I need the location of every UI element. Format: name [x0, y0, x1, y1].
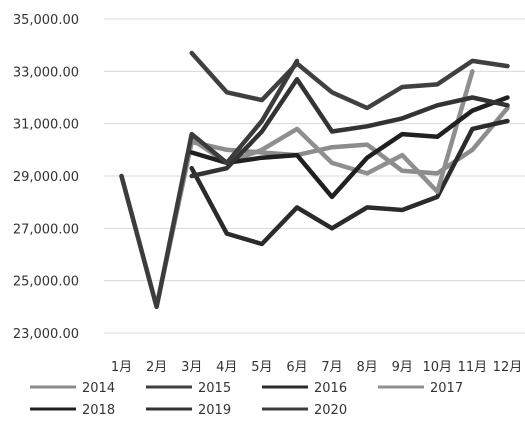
y-tick-label: 35,000.00: [13, 13, 79, 28]
legend-label: 2019: [198, 403, 231, 418]
x-tick-label: 8月: [356, 360, 377, 375]
x-tick-label: 7月: [321, 360, 342, 375]
series-2016: [189, 118, 510, 247]
legend-label: 2014: [82, 381, 115, 396]
series-line-2018: [189, 95, 510, 200]
legend-item-2018: 2018: [30, 403, 115, 418]
x-tick-label: 3月: [181, 360, 202, 375]
x-tick-label: 10月: [423, 360, 453, 375]
x-tick-label: 9月: [392, 360, 413, 375]
x-tick-label: 11月: [458, 360, 488, 375]
series-line-2020: [119, 58, 300, 310]
x-tick-label: 12月: [493, 360, 523, 375]
legend-label: 2015: [198, 381, 231, 396]
legend-item-2020: 2020: [262, 403, 347, 418]
legend-item-2017: 2017: [378, 381, 463, 396]
x-tick-label: 4月: [216, 360, 237, 375]
series-line-2016: [189, 118, 510, 247]
series-line-2019: [189, 76, 510, 179]
x-tick-label: 1月: [111, 360, 132, 375]
series-lines: [119, 50, 510, 310]
legend: 2014 2015 2016 2017 2018 2019 2020: [30, 381, 463, 418]
x-tick-label: 6月: [286, 360, 307, 375]
series-line-2014: [119, 105, 510, 310]
series-2019: [189, 76, 510, 179]
legend-label: 2016: [314, 381, 347, 396]
x-axis-ticks: 1月 2月 3月 4月 5月 6月 7月 8月 9月 10月 11月 12月: [111, 360, 522, 375]
y-tick-label: 29,000.00: [13, 170, 79, 185]
y-tick-label: 25,000.00: [13, 275, 79, 290]
x-tick-label: 2月: [146, 360, 167, 375]
series-line-2015: [189, 50, 510, 111]
legend-item-2014: 2014: [30, 381, 115, 396]
legend-item-2015: 2015: [146, 381, 231, 396]
y-tick-label: 23,000.00: [13, 327, 79, 342]
legend-label: 2020: [314, 403, 347, 418]
legend-item-2016: 2016: [262, 381, 347, 396]
legend-item-2019: 2019: [146, 403, 231, 418]
series-2014: [119, 105, 510, 310]
legend-label: 2017: [430, 381, 463, 396]
y-tick-label: 27,000.00: [13, 222, 79, 237]
series-2015: [189, 50, 510, 111]
y-axis-ticks: 23,000.00 25,000.00 27,000.00 29,000.00 31,0…: [13, 13, 79, 342]
series-2018: [189, 95, 510, 200]
series-2020: [119, 58, 300, 310]
y-tick-label: 31,000.00: [13, 118, 79, 133]
y-tick-label: 33,000.00: [13, 65, 79, 80]
legend-label: 2018: [82, 403, 115, 418]
x-tick-label: 5月: [251, 360, 272, 375]
